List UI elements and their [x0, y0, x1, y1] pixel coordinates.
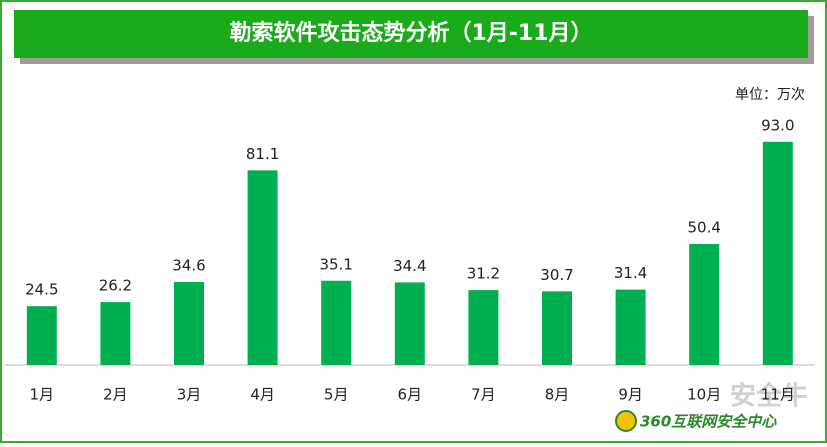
watermark: 安全牛: [730, 381, 808, 412]
x-tick-label: 9月: [618, 386, 643, 404]
value-label: 81.1: [246, 145, 279, 163]
x-tick-label: 5月: [324, 386, 349, 404]
value-label: 31.4: [614, 264, 647, 282]
bar: [26, 306, 57, 365]
value-label: 93.0: [761, 116, 794, 134]
bar: [468, 290, 499, 365]
x-tick-label: 2月: [103, 386, 128, 404]
title-banner: [14, 10, 808, 58]
bar: [394, 282, 425, 365]
x-tick-label: 6月: [398, 386, 423, 404]
x-tick-label: 1月: [30, 386, 55, 404]
value-label: 35.1: [319, 255, 352, 273]
value-label: 26.2: [99, 277, 132, 295]
bar: [689, 244, 720, 365]
bar: [100, 302, 131, 365]
x-tick-label: 11月: [761, 386, 795, 404]
x-tick-label: 10月: [687, 386, 721, 404]
bar: [174, 281, 204, 365]
value-label: 24.5: [25, 281, 58, 299]
chart-title: 勒索软件攻击态势分析（1月-11月）: [229, 20, 592, 46]
bar: [321, 280, 352, 365]
source-logo: [615, 410, 637, 432]
bar: [542, 291, 572, 365]
x-tick-label: 8月: [545, 386, 570, 404]
bar: [762, 141, 793, 365]
value-label: 30.7: [540, 266, 573, 284]
bar: [247, 170, 278, 365]
unit-label: 单位：万次: [735, 87, 805, 103]
value-label: 50.4: [687, 219, 720, 237]
bar: [615, 289, 646, 365]
x-tick-label: 4月: [250, 386, 275, 404]
value-label: 34.6: [172, 256, 205, 274]
value-label: 34.4: [393, 257, 426, 275]
source: 360互联网安全中心: [640, 413, 777, 431]
x-tick-label: 3月: [177, 386, 202, 404]
value-label: 31.2: [467, 265, 500, 283]
x-tick-label: 7月: [471, 386, 496, 404]
